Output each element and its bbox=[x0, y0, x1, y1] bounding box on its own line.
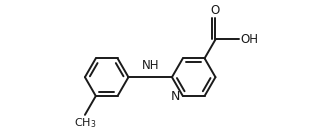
Text: O: O bbox=[211, 4, 220, 17]
Text: N: N bbox=[171, 90, 180, 103]
Text: OH: OH bbox=[240, 33, 259, 46]
Text: NH: NH bbox=[142, 59, 159, 72]
Text: CH$_3$: CH$_3$ bbox=[74, 116, 96, 130]
